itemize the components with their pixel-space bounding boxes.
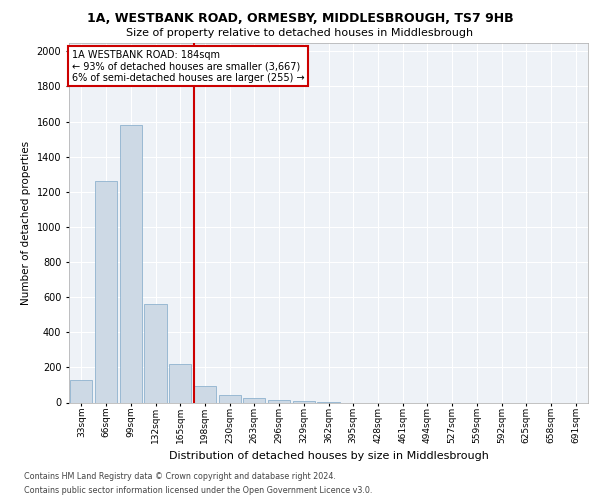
Text: Contains public sector information licensed under the Open Government Licence v3: Contains public sector information licen…: [24, 486, 373, 495]
Bar: [194, 386, 216, 402]
Bar: [95, 181, 117, 402]
Bar: [145, 304, 167, 402]
Bar: [218, 394, 241, 402]
X-axis label: Distribution of detached houses by size in Middlesbrough: Distribution of detached houses by size …: [169, 452, 488, 462]
Bar: [119, 125, 142, 402]
Y-axis label: Number of detached properties: Number of detached properties: [21, 140, 31, 304]
Bar: [169, 364, 191, 403]
Text: Size of property relative to detached houses in Middlesbrough: Size of property relative to detached ho…: [127, 28, 473, 38]
Text: Contains HM Land Registry data © Crown copyright and database right 2024.: Contains HM Land Registry data © Crown c…: [24, 472, 336, 481]
Bar: [70, 380, 92, 402]
Text: 1A, WESTBANK ROAD, ORMESBY, MIDDLESBROUGH, TS7 9HB: 1A, WESTBANK ROAD, ORMESBY, MIDDLESBROUG…: [86, 12, 514, 26]
Text: 1A WESTBANK ROAD: 184sqm
← 93% of detached houses are smaller (3,667)
6% of semi: 1A WESTBANK ROAD: 184sqm ← 93% of detach…: [71, 50, 304, 83]
Bar: [243, 398, 265, 402]
Bar: [293, 400, 315, 402]
Bar: [268, 400, 290, 402]
